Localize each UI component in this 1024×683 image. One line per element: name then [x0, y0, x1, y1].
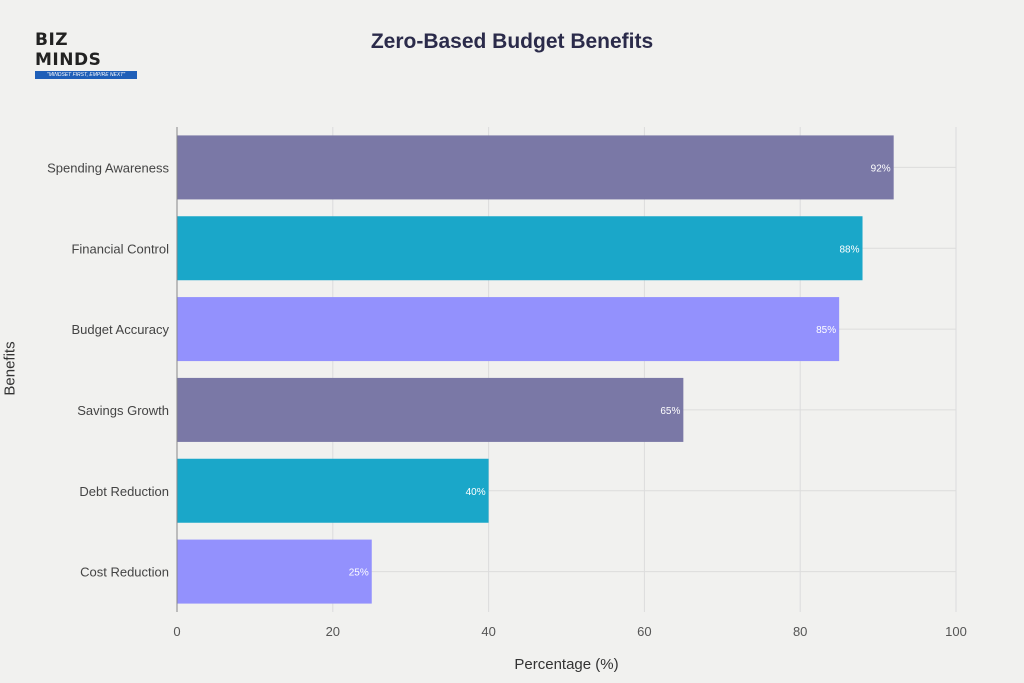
bar [177, 458, 489, 523]
bar [177, 135, 894, 200]
y-tick-label: Savings Growth [77, 403, 169, 418]
bar [177, 216, 863, 281]
x-tick-label: 0 [173, 624, 180, 639]
bar [177, 539, 372, 604]
data-label: 25% [349, 568, 369, 579]
y-tick-label: Budget Accuracy [71, 322, 169, 337]
data-label: 88% [840, 244, 860, 255]
x-tick-label: 60 [637, 624, 651, 639]
bar [177, 377, 684, 442]
logo-brand: BIZ MINDS [35, 30, 102, 70]
data-label: 92% [871, 163, 891, 174]
y-tick-label: Cost Reduction [80, 565, 169, 580]
chart-title: Zero-Based Budget Benefits [370, 30, 654, 53]
x-tick-label: 40 [481, 624, 495, 639]
y-tick-label: Debt Reduction [79, 484, 169, 499]
bar [177, 297, 840, 362]
y-tick-label: Spending Awareness [47, 160, 169, 175]
data-label: 65% [660, 406, 680, 417]
y-tick-label: Financial Control [71, 241, 169, 256]
data-label: 85% [816, 325, 836, 336]
x-tick-label: 80 [793, 624, 807, 639]
x-tick-label: 20 [326, 624, 340, 639]
logo-tagline: "MINDSET FIRST, EMPIRE NEXT" [35, 71, 137, 79]
data-label: 40% [466, 487, 486, 498]
bizminds-logo: BIZ MINDS "MINDSET FIRST, EMPIRE NEXT" [35, 30, 137, 79]
x-axis-label: Percentage (%) [514, 656, 619, 673]
x-tick-label: 100 [945, 624, 967, 639]
